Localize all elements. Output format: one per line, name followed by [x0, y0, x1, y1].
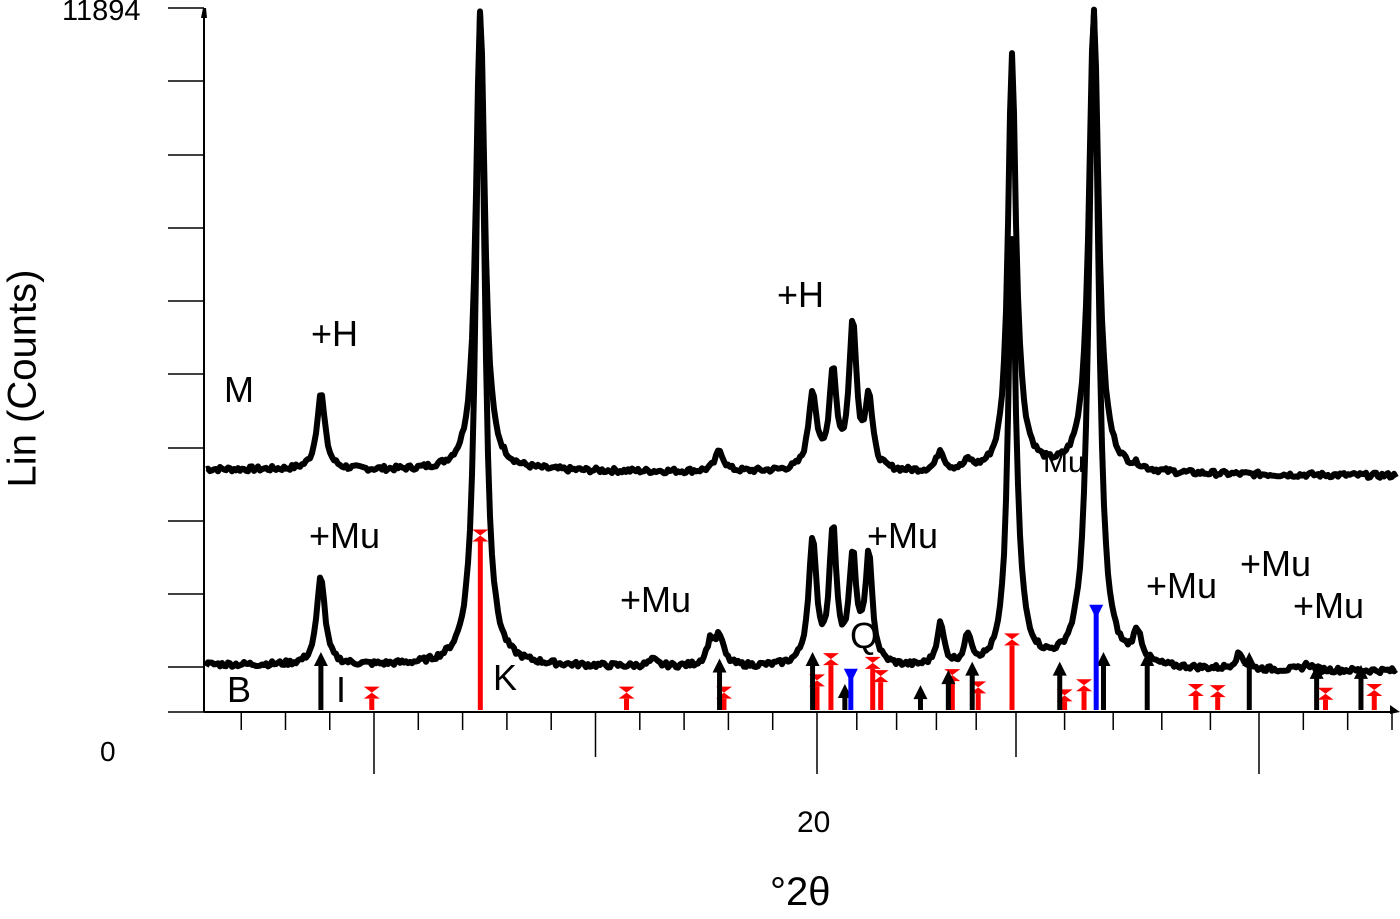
annotation-plus-mu-2: +Mu	[620, 579, 692, 620]
annotation-quartz-q: Q	[850, 615, 879, 656]
annotation-plus-mu-1: +Mu	[309, 515, 381, 556]
annotation-plus-mu-6: +Mu	[1293, 585, 1365, 626]
annotation-illite-i: I	[336, 669, 347, 710]
annotation-plus-h-1: +H	[311, 313, 359, 354]
x-tick-label-20: 20	[797, 806, 831, 839]
trace-b	[203, 6, 1398, 677]
y-max-label: 11894	[62, 0, 141, 27]
diffraction-traces	[203, 6, 1399, 677]
annotation-kaolinite-k: K	[493, 657, 518, 698]
trace-m	[205, 8, 1399, 481]
annotation-plus-h-2: +H	[777, 274, 825, 315]
reference-sticks	[313, 529, 1383, 710]
annotation-plus-mu-3: +Mu	[867, 515, 939, 556]
trace-label-m: M	[224, 369, 254, 410]
axes	[168, 7, 1400, 774]
x-axis-title: °2θ	[770, 870, 831, 914]
y-axis-title: Lin (Counts)	[0, 269, 45, 488]
trace-label-b: B	[227, 669, 252, 710]
annotation-plus-mu-5: +Mu	[1240, 543, 1312, 584]
y-min-label: 0	[100, 736, 116, 767]
annotation-mu: Mu	[1043, 446, 1085, 479]
annotation-plus-mu-4: +Mu	[1146, 565, 1218, 606]
